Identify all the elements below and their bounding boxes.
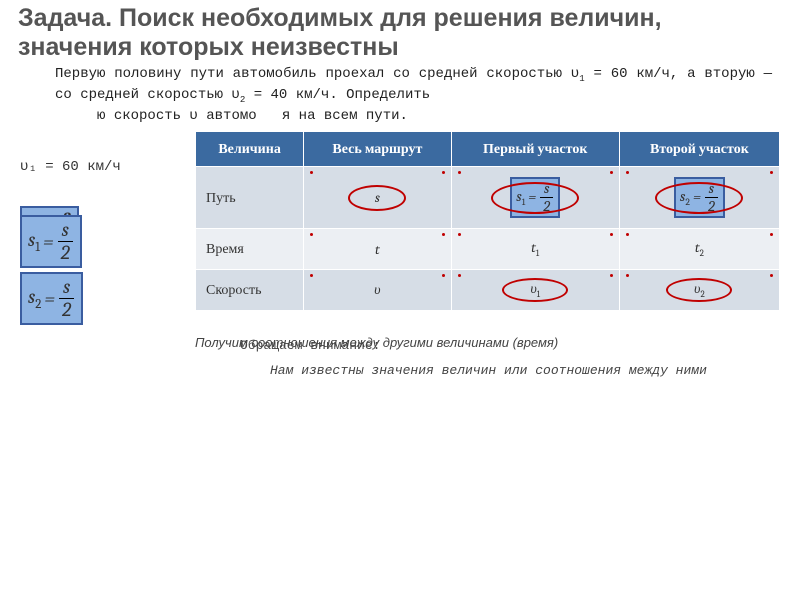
table-row: Скоростьυυ1υ2	[196, 270, 780, 311]
problem-statement: Первую половину пути автомобиль проехал …	[0, 64, 800, 132]
quantities-table: Величина Весь маршрут Первый участок Вто…	[195, 131, 780, 311]
table-row: Времяtt1t2	[196, 229, 780, 270]
formula-s2-box: s2 = s2	[20, 272, 175, 325]
table-row: Путьss1 = s2s2 = s2	[196, 167, 780, 229]
conclusion-notes: Получим соотношения между другими величи…	[0, 325, 800, 380]
formula-s1-box: s1 = s2	[20, 215, 175, 268]
page-title: Задача. Поиск необходимых для решения ве…	[0, 0, 800, 64]
table-header-row: Величина Весь маршрут Первый участок Вто…	[196, 132, 780, 167]
given-v1: υ₁ = 60 км/ч	[20, 159, 175, 175]
